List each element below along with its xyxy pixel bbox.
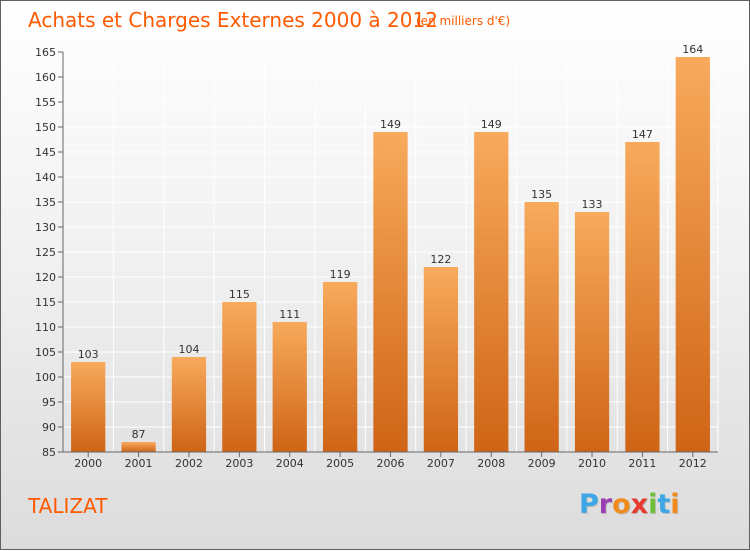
data-label: 111 (279, 308, 300, 321)
bar-2004 (272, 322, 307, 452)
data-label: 104 (178, 343, 199, 356)
x-tick-label: 2003 (225, 457, 253, 470)
y-tick-label: 95 (42, 396, 56, 409)
data-label: 115 (229, 288, 250, 301)
x-tick-label: 2005 (326, 457, 354, 470)
data-label: 133 (582, 198, 603, 211)
bar-2008 (474, 132, 509, 452)
data-label: 87 (132, 428, 146, 441)
data-label: 119 (330, 268, 351, 281)
logo-letter: o (612, 489, 631, 520)
logo-letter: r (598, 489, 613, 520)
proxiti-logo: Proxiti (579, 489, 680, 520)
y-tick-label: 165 (35, 46, 56, 59)
x-tick-label: 2001 (125, 457, 153, 470)
bar-2003 (222, 302, 257, 452)
bar-2012 (675, 57, 710, 452)
chart-subtitle: (en milliers d'€) (416, 14, 511, 28)
data-label: 164 (682, 43, 703, 56)
bar-2001 (121, 442, 156, 452)
x-tick-label: 2009 (528, 457, 556, 470)
logo-letter: P (579, 489, 599, 520)
data-label: 103 (78, 348, 99, 361)
y-tick-label: 160 (35, 71, 56, 84)
data-label: 147 (632, 128, 653, 141)
bar-2002 (171, 357, 207, 452)
logo-letter: t (657, 489, 671, 520)
bar-2009 (524, 202, 559, 452)
logo-letter: i (670, 489, 680, 520)
y-tick-label: 130 (35, 221, 56, 234)
bar-2005 (322, 282, 358, 452)
logo-letter: x (630, 489, 649, 520)
y-tick-label: 140 (35, 171, 56, 184)
data-label: 149 (481, 118, 502, 131)
x-tick-label: 2008 (477, 457, 505, 470)
y-tick-label: 110 (35, 321, 56, 334)
y-tick-label: 85 (42, 446, 56, 459)
y-tick-label: 90 (42, 421, 56, 434)
bar-2007 (423, 267, 459, 452)
y-tick-label: 145 (35, 146, 56, 159)
bar-2006 (373, 132, 408, 452)
x-tick-label: 2006 (377, 457, 405, 470)
y-tick-label: 135 (35, 196, 56, 209)
x-tick-label: 2000 (74, 457, 102, 470)
chart-title: Achats et Charges Externes 2000 à 2012 (28, 8, 438, 32)
x-tick-label: 2002 (175, 457, 203, 470)
x-tick-label: 2011 (628, 457, 656, 470)
data-label: 122 (430, 253, 451, 266)
data-label: 135 (531, 188, 552, 201)
y-tick-label: 125 (35, 246, 56, 259)
y-tick-label: 155 (35, 96, 56, 109)
data-label: 149 (380, 118, 401, 131)
bar-2010 (574, 212, 610, 452)
bar-2011 (625, 142, 660, 452)
y-tick-label: 120 (35, 271, 56, 284)
y-tick-label: 150 (35, 121, 56, 134)
x-tick-label: 2012 (679, 457, 707, 470)
x-tick-label: 2007 (427, 457, 455, 470)
x-tick-label: 2004 (276, 457, 304, 470)
logo-letter: i (648, 489, 658, 520)
commune-name: TALIZAT (28, 494, 108, 518)
y-tick-label: 115 (35, 296, 56, 309)
y-tick-label: 100 (35, 371, 56, 384)
x-tick-label: 2010 (578, 457, 606, 470)
y-tick-label: 105 (35, 346, 56, 359)
bar-2000 (71, 362, 106, 452)
